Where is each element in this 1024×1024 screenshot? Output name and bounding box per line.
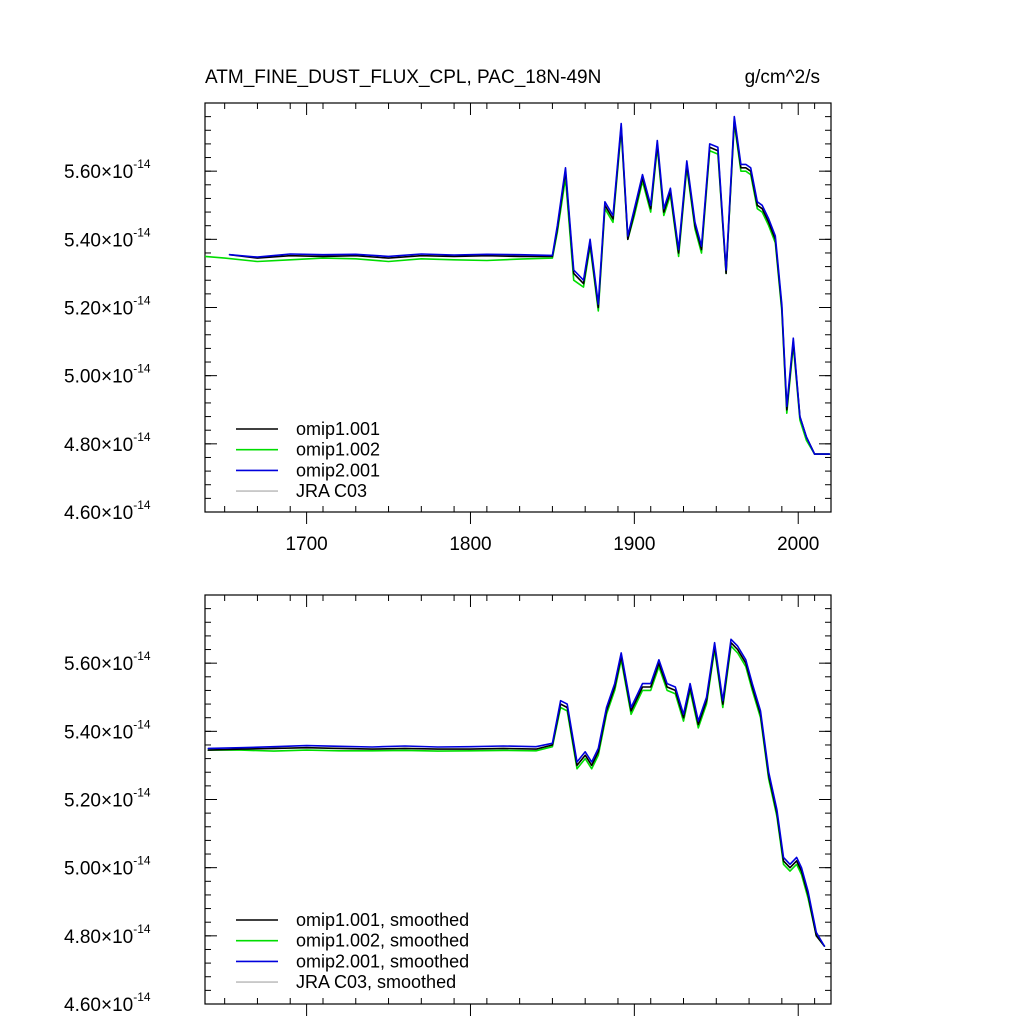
x-tick-label: 1800: [449, 534, 491, 555]
y-tick-label: 5.40×10-14: [64, 225, 151, 251]
legend-item-label: JRA C03, smoothed: [296, 972, 456, 992]
y-tick-exponent: -14: [133, 430, 151, 444]
x-tick-label: 1700: [285, 534, 327, 555]
y-tick-label: 5.40×10-14: [64, 717, 151, 743]
legend-item-label: omip1.001, smoothed: [296, 910, 469, 930]
y-tick-exponent: -14: [133, 854, 151, 868]
series-line-omip1-001: [228, 119, 831, 455]
y-tick-exponent: -14: [133, 922, 151, 936]
plot-units: g/cm^2/s: [745, 67, 820, 88]
y-tick-exponent: -14: [133, 498, 151, 512]
y-tick-label: 4.80×10-14: [64, 430, 151, 456]
series-line-omip1-002-smoothed: [207, 645, 826, 947]
y-tick-exponent: -14: [133, 362, 151, 376]
series-line-omip2-001-smoothed: [207, 638, 826, 947]
series-line-omip1-002: [205, 122, 831, 455]
y-tick-exponent: -14: [133, 225, 151, 239]
y-tick-label: 5.00×10-14: [64, 854, 151, 880]
plot-title: ATM_FINE_DUST_FLUX_CPL, PAC_18N-49N: [205, 67, 601, 88]
legend-item-label: omip1.001: [296, 419, 380, 439]
y-tick-exponent: -14: [133, 786, 151, 800]
y-tick-label: 4.80×10-14: [64, 922, 151, 948]
y-tick-exponent: -14: [133, 294, 151, 308]
y-tick-label: 5.60×10-14: [64, 649, 151, 675]
legend-item-label: omip1.002, smoothed: [296, 931, 469, 951]
y-tick-label: 5.20×10-14: [64, 294, 151, 320]
y-tick-exponent: -14: [133, 717, 151, 731]
y-tick-label: 4.60×10-14: [64, 498, 151, 524]
legend-item-label: omip2.001: [296, 460, 380, 480]
legend-item-label: omip1.002: [296, 440, 380, 460]
bottom-panel: 4.60×10-14 4.80×10-14 5.00×10-14 5.20×10-14…: [64, 594, 832, 1016]
y-tick-label: 5.20×10-14: [64, 786, 151, 812]
legend-item-label: JRA C03: [296, 481, 367, 501]
y-tick-label: 5.00×10-14: [64, 362, 151, 388]
x-tick-label: 1900: [613, 534, 655, 555]
series-line-omip2-001: [228, 115, 831, 455]
series-line-omip1-001-smoothed: [207, 641, 826, 947]
legend-item-label: omip2.001, smoothed: [296, 951, 469, 971]
y-tick-label: 4.60×10-14: [64, 990, 151, 1016]
y-tick-label: 5.60×10-14: [64, 157, 151, 183]
y-tick-exponent: -14: [133, 990, 151, 1004]
x-tick-label: 2000: [777, 534, 819, 555]
y-tick-exponent: -14: [133, 157, 151, 171]
top-panel: ATM_FINE_DUST_FLUX_CPL, PAC_18N-49N g/cm…: [64, 67, 832, 555]
y-tick-exponent: -14: [133, 649, 151, 663]
